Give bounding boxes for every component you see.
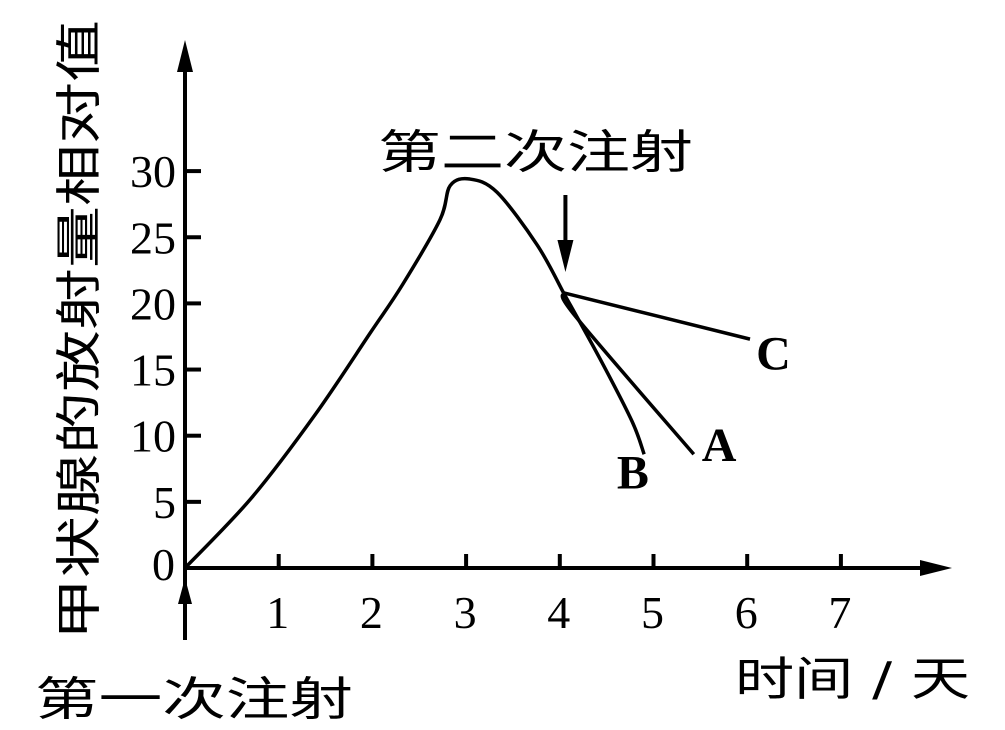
series-line-main xyxy=(183,176,566,570)
x-axis-arrow xyxy=(920,560,952,576)
x-tick-label: 6 xyxy=(735,587,758,638)
series-label-B: B xyxy=(617,447,649,500)
y-tick-label: 10 xyxy=(130,411,176,462)
series-label-C: C xyxy=(756,328,791,381)
x-tick-label: 5 xyxy=(641,587,664,638)
second-injection-label: 第二次注射 xyxy=(378,125,693,179)
series-line-B xyxy=(562,291,646,455)
series-labels: AB C xyxy=(617,328,791,500)
y-axis-arrow xyxy=(177,40,193,72)
second-injection-arrow xyxy=(557,195,574,272)
ticks: 1 2 3 4 5 6 7 0 5 10 15 20 25 30 xyxy=(130,146,851,638)
x-tick-label: 3 xyxy=(454,587,477,638)
y-tick-label: 15 xyxy=(130,345,176,396)
x-tick-label: 4 xyxy=(547,587,570,638)
x-tick-label: 7 xyxy=(828,587,851,638)
series-lines xyxy=(183,176,751,570)
y-axis-label: 甲状腺的放射量相对值 xyxy=(52,20,106,640)
y-tick-label: 25 xyxy=(130,212,176,263)
series-line-A xyxy=(560,292,696,456)
x-axis-label: 时间 / 天 xyxy=(735,652,970,706)
first-injection-label: 第一次注射 xyxy=(35,672,353,726)
axes xyxy=(177,40,952,640)
series-line-C xyxy=(563,291,751,341)
first-injection-arrow xyxy=(178,578,192,604)
y-tick-label: 0 xyxy=(152,539,175,590)
y-tick-label: 20 xyxy=(130,278,176,329)
y-tick-label: 30 xyxy=(130,146,176,197)
x-tick-label: 1 xyxy=(266,587,289,638)
series-label-A: A xyxy=(702,419,737,472)
y-tick-label: 5 xyxy=(153,477,176,528)
x-tick-label: 2 xyxy=(360,587,383,638)
